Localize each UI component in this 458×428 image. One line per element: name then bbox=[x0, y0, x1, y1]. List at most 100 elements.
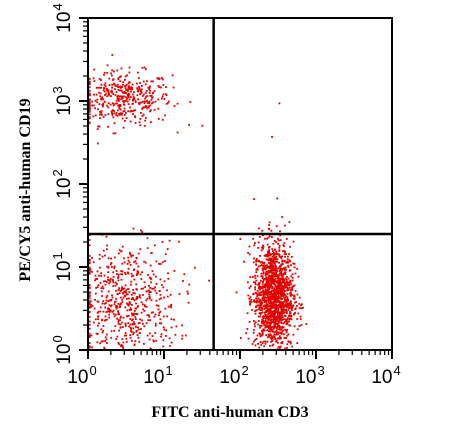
data-point bbox=[106, 64, 109, 67]
data-point bbox=[100, 328, 103, 331]
data-point bbox=[158, 263, 160, 265]
data-point bbox=[124, 87, 127, 89]
data-point bbox=[143, 66, 146, 69]
data-point bbox=[273, 274, 275, 276]
data-point bbox=[254, 281, 256, 284]
data-point bbox=[135, 262, 138, 265]
y-tick-exponent: 4 bbox=[50, 3, 65, 10]
data-point bbox=[111, 266, 113, 268]
data-point bbox=[270, 305, 273, 307]
data-point bbox=[264, 340, 267, 343]
data-point bbox=[125, 291, 127, 294]
data-point bbox=[271, 136, 273, 138]
data-point bbox=[135, 302, 137, 305]
data-point bbox=[126, 263, 129, 265]
data-point bbox=[145, 100, 147, 103]
data-point bbox=[288, 318, 291, 320]
data-point bbox=[259, 335, 262, 338]
data-point bbox=[104, 319, 107, 321]
data-point bbox=[109, 263, 112, 266]
data-point bbox=[110, 304, 113, 307]
data-point bbox=[274, 249, 276, 251]
data-point bbox=[148, 92, 151, 94]
data-point bbox=[123, 287, 126, 290]
data-point bbox=[130, 331, 133, 333]
data-point bbox=[285, 303, 288, 305]
data-point bbox=[121, 298, 124, 301]
data-point bbox=[280, 327, 283, 329]
data-point bbox=[117, 275, 120, 278]
data-point bbox=[270, 302, 272, 304]
data-point bbox=[111, 311, 114, 313]
data-point bbox=[106, 265, 109, 268]
data-point bbox=[284, 347, 286, 350]
data-point bbox=[155, 275, 157, 278]
data-point bbox=[163, 296, 165, 299]
data-point bbox=[149, 109, 152, 112]
data-point bbox=[137, 102, 140, 105]
data-point bbox=[131, 110, 134, 113]
data-point bbox=[94, 299, 96, 301]
data-point bbox=[127, 90, 129, 92]
data-point bbox=[289, 279, 291, 282]
data-point bbox=[270, 293, 273, 296]
data-point bbox=[104, 280, 107, 283]
data-point bbox=[88, 342, 91, 344]
data-point bbox=[100, 290, 103, 293]
data-point bbox=[296, 342, 299, 344]
data-point bbox=[268, 224, 270, 226]
data-point bbox=[88, 286, 91, 289]
data-point bbox=[93, 307, 96, 310]
data-point bbox=[91, 257, 93, 259]
data-point bbox=[104, 315, 107, 318]
data-point bbox=[119, 85, 122, 88]
data-point bbox=[105, 311, 108, 313]
data-point bbox=[98, 78, 101, 80]
data-point bbox=[135, 257, 138, 260]
data-point bbox=[284, 300, 287, 303]
data-point bbox=[134, 292, 136, 295]
data-point bbox=[285, 331, 288, 334]
data-point bbox=[96, 333, 99, 335]
data-point bbox=[159, 278, 162, 281]
data-point bbox=[285, 277, 287, 280]
data-point bbox=[269, 276, 272, 278]
data-point bbox=[118, 329, 120, 332]
data-point bbox=[121, 262, 124, 265]
data-point bbox=[253, 299, 255, 302]
data-point bbox=[263, 308, 266, 310]
data-point bbox=[130, 298, 133, 300]
data-point bbox=[262, 328, 265, 331]
data-point bbox=[275, 307, 278, 309]
data-point bbox=[93, 68, 96, 71]
data-point bbox=[104, 254, 106, 257]
data-point bbox=[271, 304, 274, 307]
data-point bbox=[126, 100, 129, 103]
data-point bbox=[116, 317, 118, 320]
data-point bbox=[117, 289, 120, 291]
data-point bbox=[290, 305, 293, 308]
data-point bbox=[257, 315, 260, 318]
data-point bbox=[280, 319, 283, 322]
data-point bbox=[165, 335, 167, 337]
data-point bbox=[273, 262, 276, 265]
data-point bbox=[145, 105, 148, 108]
data-point bbox=[288, 269, 291, 272]
data-point bbox=[88, 335, 91, 337]
data-point bbox=[141, 319, 143, 322]
data-point bbox=[112, 93, 115, 95]
data-point bbox=[283, 293, 285, 296]
data-point bbox=[272, 327, 275, 330]
data-point bbox=[280, 301, 283, 304]
data-point bbox=[154, 313, 157, 316]
data-point bbox=[158, 290, 161, 292]
data-point bbox=[265, 258, 268, 261]
data-point bbox=[290, 291, 292, 294]
data-point bbox=[137, 271, 139, 274]
data-point bbox=[125, 334, 127, 337]
data-point bbox=[164, 260, 166, 262]
data-point bbox=[258, 294, 261, 297]
data-point bbox=[278, 315, 281, 318]
data-point bbox=[164, 253, 167, 256]
data-point bbox=[130, 273, 133, 275]
